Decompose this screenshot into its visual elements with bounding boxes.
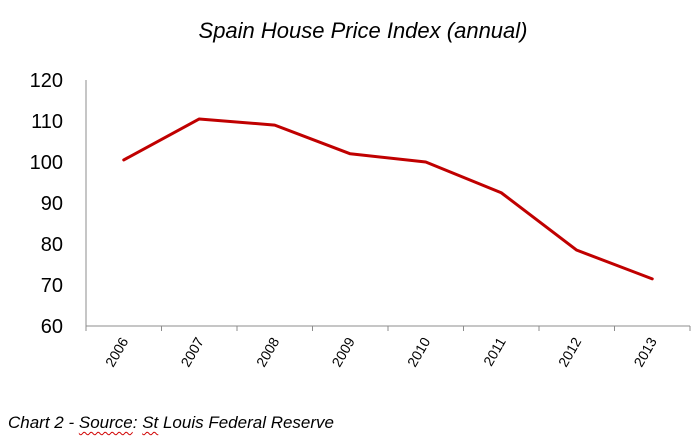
x-tick-label: 2013	[630, 334, 660, 369]
y-tick-label: 70	[41, 275, 63, 297]
series-line	[122, 117, 654, 281]
x-tick-label: 2008	[253, 334, 283, 369]
x-tick-labels: 2006 2007 2008 2009 2010 2011 2012 2013	[85, 326, 691, 369]
x-tick-label: 2009	[328, 334, 358, 369]
caption-st-word: St	[142, 413, 159, 432]
x-tick-label: 2011	[480, 334, 509, 368]
caption-colon: :	[132, 413, 143, 432]
y-tick-label: 80	[41, 234, 63, 256]
y-tick-labels: 60 70 80 90 100 110 120	[30, 70, 63, 338]
y-tick-label: 100	[30, 152, 63, 174]
x-tick-label: 2007	[177, 334, 207, 369]
y-tick-label: 110	[31, 111, 63, 133]
x-tick-label: 2012	[555, 334, 585, 369]
chart-caption: Chart 2 - Source: St Louis Federal Reser…	[8, 413, 334, 433]
x-tick-label: 2010	[404, 334, 434, 369]
caption-prefix: Chart 2 -	[8, 413, 79, 432]
series-group	[122, 117, 654, 281]
caption-suffix: Louis Federal Reserve	[158, 413, 335, 432]
caption-source-word: Source	[78, 413, 133, 432]
x-tick-label: 2006	[102, 334, 132, 369]
chart-title: Spain House Price Index (annual)	[199, 18, 528, 43]
y-tick-label: 60	[41, 316, 63, 338]
y-tick-label: 120	[30, 70, 63, 92]
y-tick-label: 90	[41, 193, 63, 215]
